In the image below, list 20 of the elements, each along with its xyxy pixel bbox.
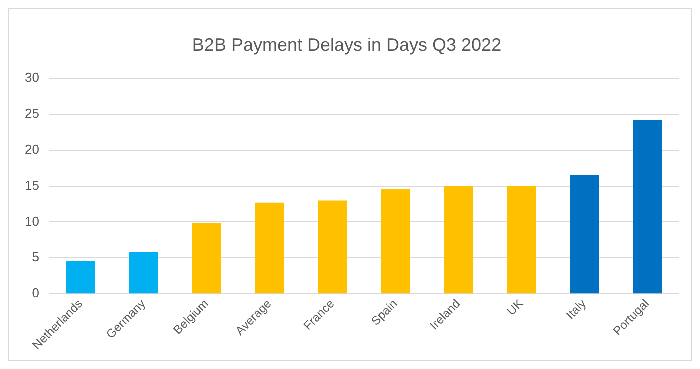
y-tick-label: 5 — [32, 250, 40, 265]
bar — [444, 186, 474, 294]
y-tick-label: 15 — [24, 178, 40, 193]
bar — [66, 261, 96, 294]
y-tick-label: 30 — [24, 70, 40, 86]
y-tick-label: 10 — [24, 214, 40, 229]
chart-title: B2B Payment Delays in Days Q3 2022 — [192, 34, 502, 55]
x-tick-label: UK — [504, 296, 526, 318]
bar — [507, 186, 536, 294]
y-tick-label: 25 — [24, 106, 40, 122]
bar — [570, 176, 600, 294]
bar — [381, 189, 410, 294]
bar — [192, 222, 222, 294]
bar — [318, 200, 348, 294]
bar — [633, 120, 662, 294]
bar — [255, 202, 284, 294]
x-tick-label: Italy — [564, 296, 590, 322]
y-tick-label: 0 — [32, 286, 40, 301]
y-tick-label: 20 — [24, 142, 40, 157]
bar — [129, 252, 158, 294]
